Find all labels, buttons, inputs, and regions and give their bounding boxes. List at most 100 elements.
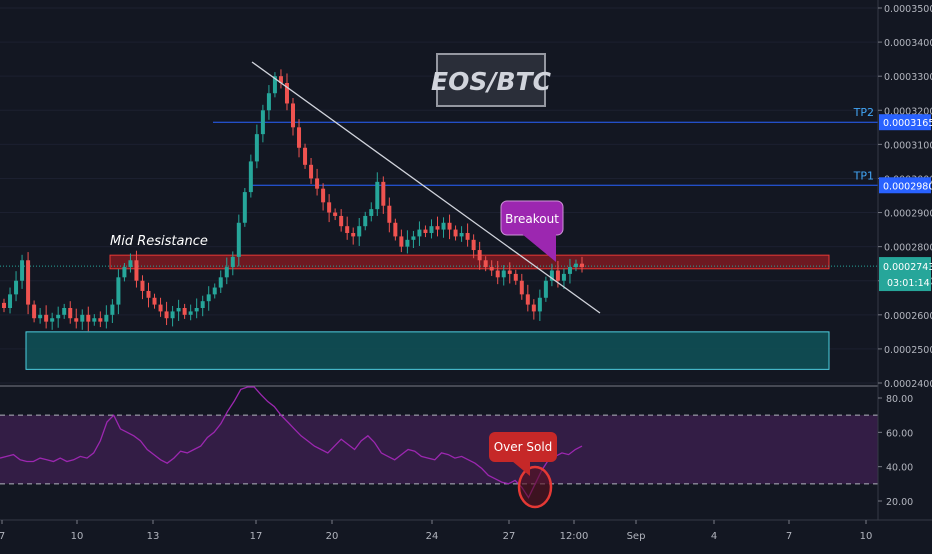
candle-body <box>411 236 416 240</box>
candle-body <box>393 222 398 237</box>
mid-resistance-label: Mid Resistance <box>110 234 208 249</box>
time-axis-label: 27 <box>503 531 516 542</box>
breakout-label: Breakout <box>505 212 559 226</box>
candle-body <box>212 287 217 295</box>
candle-body <box>423 229 428 233</box>
time-axis-label: 17 <box>250 531 263 542</box>
candle-body <box>260 110 265 135</box>
candle-body <box>537 297 542 312</box>
price-axis-label: 0.0003500 <box>884 4 932 15</box>
candle-body <box>188 311 193 315</box>
candle-body <box>272 76 277 94</box>
candle-body <box>453 229 458 237</box>
tp1-label: TP1 <box>853 169 874 182</box>
time-axis-label: 10 <box>71 531 84 542</box>
candle-body <box>146 290 151 298</box>
countdown-text: 03:01:14 <box>887 278 930 289</box>
candle-body <box>134 260 139 281</box>
candle-body <box>399 236 404 247</box>
candle-body <box>309 164 314 179</box>
trendline <box>251 61 601 314</box>
tp2-price-tag-text: 0.0003165 <box>883 118 932 129</box>
candle-body <box>206 294 211 302</box>
time-axis-label: 12:00 <box>560 531 589 542</box>
time-axis-label: 10 <box>860 531 873 542</box>
candle-body <box>224 267 229 278</box>
candle-body <box>218 277 223 288</box>
candle-body <box>327 202 332 213</box>
candle-body <box>303 147 308 165</box>
candle-body <box>435 226 440 230</box>
candle-body <box>297 127 302 148</box>
candle-body <box>2 302 6 308</box>
candle-body <box>525 294 530 305</box>
candle-body <box>110 304 115 315</box>
candle-body <box>158 304 163 312</box>
breakout-callout-pointer <box>522 234 556 262</box>
candle-body <box>447 222 452 230</box>
candle-body <box>140 280 145 291</box>
price-axis-label: 0.0003300 <box>884 72 932 83</box>
support-zone <box>25 331 830 370</box>
candle-body <box>381 181 386 206</box>
candle-body <box>339 215 344 227</box>
candle-body <box>321 188 326 203</box>
candle-body <box>170 311 175 319</box>
candle-body <box>56 314 61 319</box>
candle-body <box>62 308 67 315</box>
candle-body <box>8 294 13 308</box>
price-axis-label: 0.0002900 <box>884 209 932 220</box>
rsi-band <box>0 415 878 484</box>
candle-body <box>495 270 500 278</box>
candle-body <box>116 277 121 305</box>
tp2-price-tag <box>879 114 931 131</box>
candle-body <box>417 229 422 237</box>
tp2-label: TP2 <box>853 106 874 119</box>
time-axis-label: 4 <box>711 531 717 542</box>
candle-body <box>567 267 572 274</box>
oversold-label: Over Sold <box>494 440 553 454</box>
candle-body <box>236 222 241 257</box>
candle-body <box>549 270 554 281</box>
price-axis-label: 0.0003100 <box>884 140 932 151</box>
tp1-price-tag-text: 0.0002980 <box>883 181 932 192</box>
rsi-line <box>0 386 583 499</box>
candle-body <box>561 273 566 281</box>
rsi-axis-label: 60.00 <box>886 428 913 439</box>
candle-body <box>369 209 374 216</box>
candle-body <box>68 308 73 319</box>
candle-body <box>315 178 320 189</box>
candle-body <box>333 212 338 216</box>
candle-body <box>104 314 109 322</box>
candle-body <box>543 280 548 298</box>
symbol-title-box <box>436 53 546 107</box>
last-price-tag-text: 0.0002743 <box>883 262 932 273</box>
candle-body <box>230 256 235 268</box>
candle-body <box>98 318 103 322</box>
candle-body <box>44 314 49 322</box>
candle-body <box>441 222 446 230</box>
candle-body <box>363 215 368 227</box>
candle-body <box>375 181 380 210</box>
candle-body <box>345 226 350 233</box>
candle-body <box>501 270 506 278</box>
candle-body <box>387 205 392 223</box>
candle-body <box>50 318 55 322</box>
candle-body <box>531 304 536 312</box>
candle-body <box>429 226 434 233</box>
candle-body <box>513 273 518 281</box>
candle-body <box>580 263 584 268</box>
candle-body <box>477 250 482 261</box>
candle-body <box>483 260 488 268</box>
candle-body <box>573 263 578 268</box>
price-axis-label: 0.0003200 <box>884 106 932 117</box>
candle-body <box>465 233 470 240</box>
candle-body <box>254 134 259 162</box>
tp1-price-tag <box>879 177 931 194</box>
candle-body <box>519 280 524 295</box>
candle-body <box>357 226 362 237</box>
candle-body <box>182 308 187 315</box>
candle-body <box>278 76 283 83</box>
